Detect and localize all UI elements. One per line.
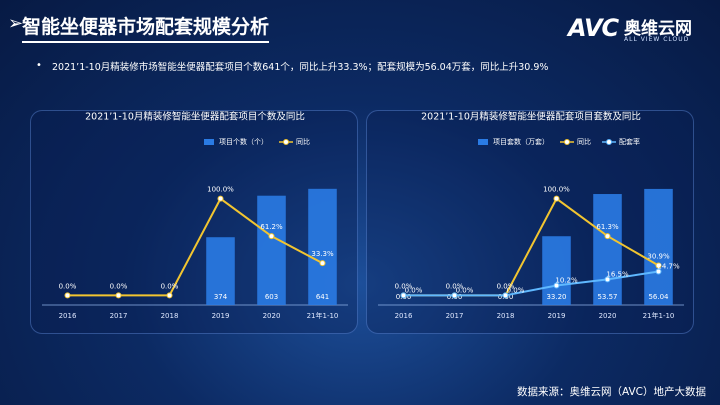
logo-brand: 奥维云网 bbox=[624, 19, 692, 39]
line-label: 0.0% bbox=[405, 286, 423, 294]
chart-title: 2021’1-10月精装修智能坐便器配套项目套数及同比 bbox=[421, 111, 641, 123]
legend-swatch bbox=[564, 139, 570, 145]
line-point bbox=[400, 292, 407, 299]
chart-panel bbox=[366, 110, 694, 334]
legend-label: 配套率 bbox=[619, 137, 640, 146]
line-label: 100.0% bbox=[207, 186, 234, 194]
line-label: 0.0% bbox=[456, 286, 474, 294]
legend-label: 同比 bbox=[577, 137, 591, 146]
x-tick-label: 21年1-10 bbox=[643, 311, 675, 320]
title-arrow: ➢ bbox=[8, 13, 24, 34]
bullet-dot: • bbox=[36, 60, 42, 71]
x-tick-label: 2020 bbox=[599, 312, 617, 320]
x-tick-label: 2016 bbox=[59, 312, 77, 320]
line-label: 100.0% bbox=[543, 186, 570, 194]
line-point bbox=[655, 268, 662, 275]
x-tick-label: 2016 bbox=[395, 312, 413, 320]
x-tick-label: 2017 bbox=[110, 312, 128, 320]
x-tick-label: 2017 bbox=[446, 312, 464, 320]
line-label: 0.0% bbox=[110, 282, 128, 290]
line-point bbox=[451, 292, 458, 299]
line-point bbox=[64, 292, 71, 299]
line-label: 30.9% bbox=[647, 252, 670, 260]
line bbox=[403, 270, 659, 297]
bar-label: 603 bbox=[265, 293, 278, 301]
legend-swatch bbox=[283, 139, 289, 145]
line-point bbox=[217, 195, 224, 202]
x-tick-label: 2018 bbox=[161, 312, 179, 320]
x-tick-label: 2019 bbox=[548, 312, 566, 320]
line-point bbox=[502, 292, 509, 299]
line-label: 16.5% bbox=[606, 270, 629, 278]
bar-label: 641 bbox=[316, 293, 329, 301]
line-label: 0.0% bbox=[446, 282, 464, 290]
line-label: 0.0% bbox=[497, 282, 515, 290]
legend-swatch bbox=[478, 139, 488, 145]
line-point bbox=[553, 195, 560, 202]
legend-label: 同比 bbox=[296, 137, 310, 146]
line-point bbox=[655, 262, 662, 269]
bar bbox=[593, 194, 622, 305]
line-label: 24.7% bbox=[657, 262, 680, 270]
line-label: 0.0% bbox=[161, 282, 179, 290]
line-point bbox=[604, 276, 611, 283]
bar bbox=[257, 195, 286, 305]
source: 数据来源：奥维云网（AVC）地产大数据 bbox=[516, 386, 706, 398]
logo-mark: AVC bbox=[568, 14, 619, 42]
bar bbox=[542, 236, 571, 305]
chart-panel bbox=[30, 110, 358, 334]
line-point bbox=[604, 233, 611, 240]
bar-label: 53.57 bbox=[597, 293, 617, 301]
line-point bbox=[553, 282, 560, 289]
bar bbox=[644, 188, 673, 305]
line-label: 0.0% bbox=[507, 286, 525, 294]
bullet-text: 2021’1-10月精装修市场智能坐便器配套项目个数641个，同比上升33.3%… bbox=[52, 62, 549, 73]
bar bbox=[206, 237, 235, 305]
line-label: 0.0% bbox=[59, 282, 77, 290]
x-tick-label: 2019 bbox=[212, 312, 230, 320]
legend-label: 项目套数（万套） bbox=[493, 137, 549, 146]
slide-title: 智能坐便器市场配套规模分析 bbox=[22, 12, 270, 43]
bar-label: 56.04 bbox=[648, 293, 669, 301]
line-label: 33.3% bbox=[311, 250, 334, 258]
chart-title: 2021’1-10月精装修智能坐便器配套项目个数及同比 bbox=[85, 111, 305, 123]
x-tick-label: 2018 bbox=[497, 312, 515, 320]
line-label: 10.2% bbox=[555, 276, 578, 284]
line-point bbox=[115, 292, 122, 299]
line-label: 0.0% bbox=[395, 282, 413, 290]
x-tick-label: 21年1-10 bbox=[307, 311, 339, 320]
logo-sub: ALL VIEW CLOUD bbox=[624, 36, 690, 43]
bar-label: 33.20 bbox=[546, 293, 566, 301]
bar bbox=[308, 188, 337, 305]
line-label: 61.2% bbox=[260, 223, 283, 231]
bar-label: 374 bbox=[214, 293, 228, 301]
line-point bbox=[166, 292, 173, 299]
legend-swatch bbox=[204, 139, 214, 145]
line bbox=[67, 197, 323, 297]
line-label: 61.3% bbox=[596, 223, 619, 231]
line-point bbox=[319, 260, 326, 267]
x-tick-label: 2020 bbox=[263, 312, 281, 320]
legend-swatch bbox=[606, 139, 612, 145]
line-point bbox=[268, 233, 275, 240]
legend-label: 项目个数（个） bbox=[219, 137, 268, 146]
